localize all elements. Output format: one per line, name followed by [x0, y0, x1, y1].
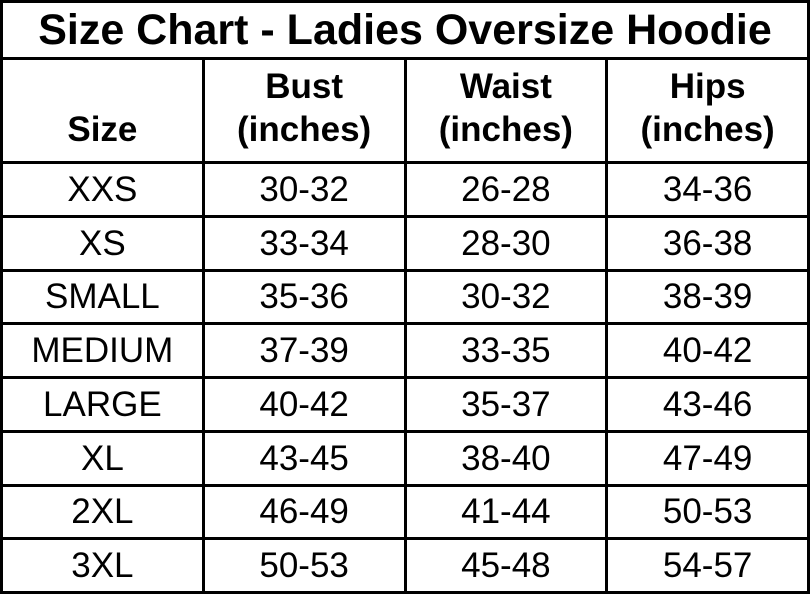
size-cell: XS	[0, 214, 205, 272]
bust-cell: 40-42	[201, 376, 407, 433]
size-cell: MEDIUM	[0, 322, 205, 379]
table-row: SMALL 35-36 30-32 38-39	[0, 268, 810, 326]
column-header-size-label: Size	[67, 110, 138, 150]
waist-cell: 26-28	[403, 161, 609, 218]
bust-cell: 35-36	[201, 268, 407, 326]
hips-cell: 38-39	[605, 268, 810, 326]
size-cell: LARGE	[0, 376, 205, 433]
size-cell: XL	[0, 429, 205, 487]
hips-cell: 50-53	[605, 483, 810, 541]
bust-cell: 50-53	[201, 537, 407, 594]
column-header-waist-unit: (inches)	[438, 110, 573, 150]
bust-cell: 30-32	[201, 161, 407, 218]
size-cell: XXS	[0, 161, 205, 218]
hips-cell: 54-57	[605, 537, 810, 594]
table-row: 3XL 50-53 45-48 54-57	[0, 537, 810, 594]
column-header-bust: Bust (inches)	[201, 57, 407, 164]
waist-cell: 35-37	[403, 376, 609, 433]
table-row: XL 43-45 38-40 47-49	[0, 429, 810, 487]
table-row: XXS 30-32 26-28 34-36	[0, 161, 810, 218]
size-cell: SMALL	[0, 268, 205, 326]
column-header-hips: Hips (inches)	[605, 57, 810, 164]
size-cell: 2XL	[0, 483, 205, 541]
column-header-waist: Waist (inches)	[403, 57, 609, 164]
waist-cell: 45-48	[403, 537, 609, 594]
hips-cell: 43-46	[605, 376, 810, 433]
bust-cell: 33-34	[201, 214, 407, 272]
waist-cell: 30-32	[403, 268, 609, 326]
table-row: XS 33-34 28-30 36-38	[0, 214, 810, 272]
waist-cell: 33-35	[403, 322, 609, 379]
table-row: 2XL 46-49 41-44 50-53	[0, 483, 810, 541]
title-row: Size Chart - Ladies Oversize Hoodie	[0, 0, 810, 60]
column-header-hips-unit: (inches)	[640, 110, 775, 150]
hips-cell: 36-38	[605, 214, 810, 272]
waist-cell: 28-30	[403, 214, 609, 272]
column-header-waist-label: Waist	[459, 66, 552, 106]
waist-cell: 41-44	[403, 483, 609, 541]
table-row: MEDIUM 37-39 33-35 40-42	[0, 322, 810, 379]
column-header-bust-unit: (inches)	[237, 110, 372, 150]
waist-cell: 38-40	[403, 429, 609, 487]
bust-cell: 43-45	[201, 429, 407, 487]
hips-cell: 47-49	[605, 429, 810, 487]
column-header-hips-label: Hips	[669, 66, 746, 106]
hips-cell: 34-36	[605, 161, 810, 218]
column-header-size: Size	[0, 57, 205, 164]
bust-cell: 37-39	[201, 322, 407, 379]
size-cell: 3XL	[0, 537, 205, 594]
bust-cell: 46-49	[201, 483, 407, 541]
table-row: LARGE 40-42 35-37 43-46	[0, 376, 810, 433]
chart-title: Size Chart - Ladies Oversize Hoodie	[0, 0, 810, 60]
hips-cell: 40-42	[605, 322, 810, 379]
column-header-bust-label: Bust	[265, 66, 344, 106]
header-row: Size Bust (inches) Waist (inches) Hips (…	[0, 57, 810, 164]
